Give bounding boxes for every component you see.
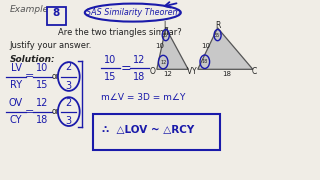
Text: Y: Y [192, 67, 196, 76]
Text: Example: Example [10, 5, 49, 14]
Text: or: or [52, 107, 59, 116]
Text: 18: 18 [223, 71, 232, 77]
Text: 3: 3 [66, 80, 72, 91]
Text: 12: 12 [133, 55, 145, 65]
Text: 3: 3 [66, 116, 72, 126]
Text: ∴  △LOV ~ △RCY: ∴ △LOV ~ △RCY [102, 125, 194, 136]
Text: 18: 18 [133, 72, 145, 82]
Text: 12: 12 [36, 98, 49, 108]
Text: =: = [25, 107, 35, 117]
Text: 10: 10 [36, 63, 49, 73]
Polygon shape [157, 28, 188, 69]
Text: 18: 18 [202, 59, 208, 64]
Text: C: C [252, 67, 257, 76]
Text: 15: 15 [104, 72, 116, 82]
Text: =: = [25, 71, 35, 82]
Text: 10: 10 [201, 43, 210, 49]
Text: m∠V = 3D = m∠Y: m∠V = 3D = m∠Y [101, 93, 185, 102]
Text: R: R [215, 21, 220, 30]
Text: O: O [149, 67, 155, 76]
Text: SAS Similarity Theorem: SAS Similarity Theorem [86, 8, 180, 17]
Text: RY: RY [10, 80, 22, 90]
Text: Solution:: Solution: [10, 55, 55, 64]
Text: 10: 10 [155, 43, 164, 49]
Text: 12: 12 [160, 60, 166, 65]
Text: 12: 12 [163, 71, 172, 77]
Text: CY: CY [10, 115, 22, 125]
Text: 35°: 35° [161, 33, 170, 38]
Text: LV: LV [11, 63, 21, 73]
Text: Are the two triangles similar?: Are the two triangles similar? [58, 28, 181, 37]
Text: 15: 15 [36, 80, 49, 90]
Text: =: = [120, 62, 131, 75]
Text: 2: 2 [66, 62, 72, 73]
Text: 35°: 35° [213, 33, 222, 38]
Text: Justify your answer.: Justify your answer. [10, 41, 92, 50]
Text: 18: 18 [36, 115, 49, 125]
Text: L: L [163, 21, 168, 30]
Text: 8: 8 [53, 8, 60, 18]
Text: 2: 2 [66, 98, 72, 108]
Text: or: or [52, 72, 59, 81]
Text: 10: 10 [104, 55, 116, 65]
Polygon shape [198, 28, 253, 69]
Text: V: V [187, 67, 192, 76]
Text: OV: OV [9, 98, 23, 108]
